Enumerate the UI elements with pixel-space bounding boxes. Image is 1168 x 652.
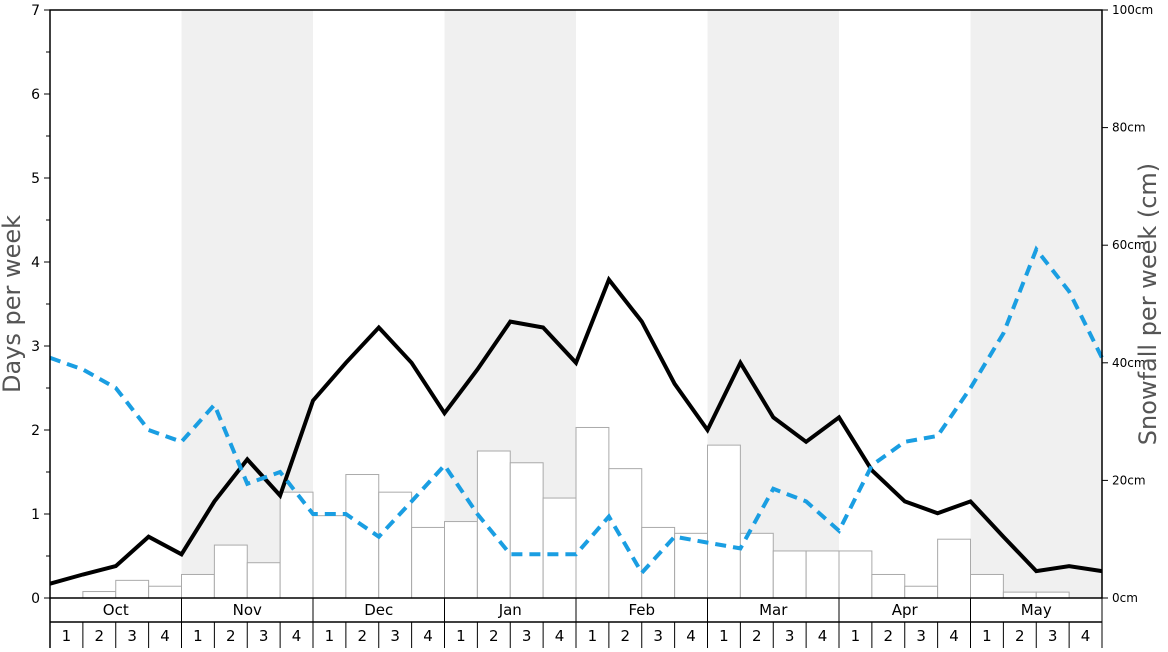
month-label: Nov <box>233 601 262 619</box>
snowfall-bar <box>378 491 413 599</box>
snowfall-bar <box>115 579 150 599</box>
snowfall-bar <box>838 550 873 599</box>
left-tick-label: 6 <box>31 87 40 103</box>
week-label: 2 <box>489 627 499 645</box>
month-shading <box>181 10 1102 598</box>
week-label: 1 <box>588 627 598 645</box>
week-label: 2 <box>95 627 105 645</box>
snowfall-bar <box>411 526 445 599</box>
month-label: Mar <box>759 601 788 619</box>
snowfall-bar <box>181 573 215 599</box>
snowfall-bar <box>641 526 676 599</box>
week-row: 1 2 3 4 1 2 3 4 1 2 3 4 1 2 3 4 1 2 3 4 1 2 3 4 1 2 3 4 1 2 3 4 <box>49 622 1103 648</box>
week-label: 2 <box>226 627 236 645</box>
month-label: Feb <box>628 601 655 619</box>
month-shade-may <box>970 10 1102 598</box>
week-label: 4 <box>160 627 170 645</box>
snowfall-bar <box>707 444 741 599</box>
right-tick-label: 60cm <box>1112 238 1146 252</box>
week-label: 1 <box>719 627 729 645</box>
month-label: May <box>1021 601 1052 619</box>
snowfall-bar <box>970 573 1004 599</box>
snowfall-bar <box>608 468 643 599</box>
week-label: 4 <box>949 627 959 645</box>
right-tick-label: 20cm <box>1112 473 1146 487</box>
snowfall-bar <box>739 532 774 599</box>
snowfall-bar <box>805 550 840 599</box>
snowfall-bar <box>444 521 478 599</box>
left-tick-label: 7 <box>31 3 40 19</box>
month-label: Dec <box>364 601 393 619</box>
snowfall-bar <box>312 515 347 599</box>
left-tick-label: 2 <box>31 423 40 439</box>
week-label: 3 <box>127 627 137 645</box>
snowfall-bar <box>1002 591 1037 599</box>
week-label: 4 <box>1081 627 1091 645</box>
right-tick-label: 0cm <box>1112 591 1138 605</box>
month-row: Oct Nov Dec Jan Feb Mar Apr May <box>49 598 1103 623</box>
snowfall-bar <box>871 573 906 599</box>
month-label: Oct <box>103 601 129 619</box>
week-label: 1 <box>193 627 203 645</box>
dashed-line-series <box>49 245 1104 577</box>
week-label: 4 <box>686 627 696 645</box>
right-tick-label: 80cm <box>1112 121 1146 135</box>
snowfall-bar <box>345 474 380 599</box>
week-label: 3 <box>390 627 400 645</box>
snowfall-bar <box>1035 591 1070 599</box>
left-axis-ticks: 0 1 2 3 4 5 6 7 <box>31 3 50 607</box>
week-label: 4 <box>292 627 302 645</box>
week-label: 2 <box>884 627 894 645</box>
left-tick-label: 4 <box>31 255 40 271</box>
month-label: Jan <box>498 601 522 619</box>
week-label: 4 <box>423 627 433 645</box>
week-label: 3 <box>653 627 663 645</box>
week-label: 1 <box>982 627 992 645</box>
left-tick-label: 3 <box>31 339 40 355</box>
right-axis-title: Snowfall per week (cm) <box>1134 163 1162 445</box>
snowfall-bar <box>904 585 939 599</box>
snowfall-bar <box>937 538 971 599</box>
snowfall-bar <box>575 426 610 599</box>
week-label: 1 <box>851 627 861 645</box>
week-label: 3 <box>916 627 926 645</box>
snowfall-bar <box>213 544 248 599</box>
data-lines <box>49 245 1104 586</box>
week-label: 2 <box>621 627 631 645</box>
left-tick-label: 5 <box>31 171 40 187</box>
snowfall-bar <box>279 491 314 599</box>
snowfall-bar <box>542 497 577 599</box>
snowfall-bar <box>82 591 117 599</box>
week-label: 3 <box>1048 627 1058 645</box>
week-label: 1 <box>62 627 72 645</box>
right-tick-label: 100cm <box>1112 3 1153 17</box>
week-label: 2 <box>1015 627 1025 645</box>
week-label: 2 <box>752 627 762 645</box>
week-label: 3 <box>522 627 532 645</box>
week-label: 2 <box>358 627 368 645</box>
right-tick-label: 40cm <box>1112 356 1146 370</box>
snowfall-bar <box>148 585 182 599</box>
left-tick-label: 0 <box>31 591 40 607</box>
week-label: 4 <box>555 627 565 645</box>
left-axis-title: Days per week <box>0 215 26 393</box>
month-label: Apr <box>892 601 919 619</box>
left-tick-label: 1 <box>31 507 40 523</box>
week-label: 3 <box>259 627 269 645</box>
snowfall-bar <box>674 532 708 599</box>
week-label: 4 <box>818 627 828 645</box>
solid-line-series <box>49 275 1103 586</box>
snowfall-bar <box>772 550 807 599</box>
snowfall-bar <box>246 562 281 599</box>
right-axis-ticks: 0cm 20cm 40cm 60cm 80cm 100cm <box>1102 3 1153 605</box>
snowfall-bar <box>509 462 544 599</box>
week-label: 1 <box>325 627 335 645</box>
week-label: 1 <box>456 627 466 645</box>
snowfall-bar <box>476 450 511 599</box>
week-label: 3 <box>785 627 795 645</box>
snowfall-bars <box>82 426 1070 599</box>
